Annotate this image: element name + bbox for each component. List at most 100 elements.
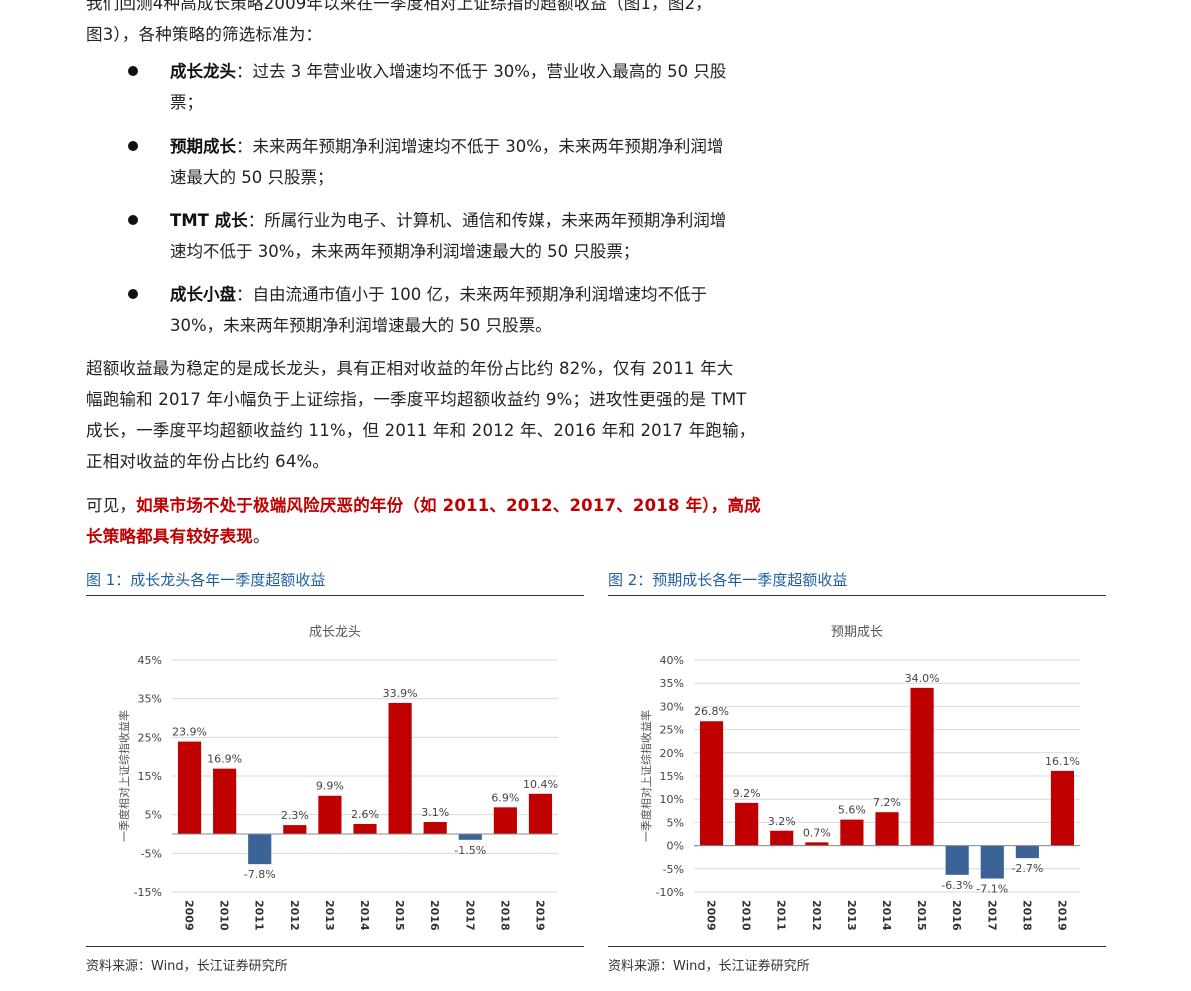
data-label: 16.9% <box>207 753 242 766</box>
analysis-line-2: 幅跑输和 2017 年小幅负于上证综指，一季度平均超额收益约 9%；进攻性更强的… <box>86 390 747 409</box>
data-label: 2.3% <box>281 809 309 822</box>
x-tick-label: 2017 <box>463 900 476 931</box>
x-tick-label: 2010 <box>740 900 753 931</box>
data-label: 5.6% <box>838 804 866 817</box>
bar <box>910 687 934 846</box>
data-label: 3.1% <box>421 806 449 819</box>
x-tick-label: 2013 <box>845 900 858 931</box>
y-tick-label: -5% <box>663 863 684 876</box>
figure-1-bottom-rule <box>86 946 584 947</box>
x-tick-label: 2019 <box>1055 900 1068 931</box>
y-tick-label: 40% <box>660 654 684 667</box>
bar <box>875 812 899 846</box>
x-tick-label: 2015 <box>915 900 928 931</box>
bullet-text: ：过去 3 年营业收入增速均不低于 30%，营业收入最高的 50 只股 <box>236 62 727 81</box>
intro-paragraph: 我们回测4种高成长策略2009年以来在一季度相对上证综指的超额收益（图1，图2，… <box>86 0 766 50</box>
y-axis-label: 一季度相对上证综指收益率 <box>117 710 131 842</box>
bar <box>248 834 272 865</box>
data-label: -2.7% <box>1011 862 1043 875</box>
bar <box>388 702 412 834</box>
bullet-item: TMT 成长：所属行业为电子、计算机、通信和传媒，未来两年预期净利润增 速均不低… <box>128 205 768 267</box>
figure-2-bottom-rule <box>608 946 1106 947</box>
bullet-item: 成长龙头：过去 3 年营业收入增速均不低于 30%，营业收入最高的 50 只股 … <box>128 56 768 118</box>
conclusion-prefix: 可见， <box>86 496 137 515</box>
y-tick-label: 10% <box>660 793 684 806</box>
bar <box>1015 845 1039 859</box>
x-tick-label: 2012 <box>288 900 301 931</box>
intro-line-2: 图3），各种策略的筛选标准为： <box>86 25 323 44</box>
data-label: 9.9% <box>316 780 344 793</box>
bullet-name: 预期成长 <box>170 137 236 156</box>
bar <box>735 802 759 846</box>
figure-1-source: 资料来源：Wind，长江证券研究所 <box>86 959 288 974</box>
x-tick-label: 2018 <box>1020 900 1033 931</box>
bar <box>840 819 864 846</box>
figure-2-top-rule <box>608 595 1106 596</box>
intro-line-1: 我们回测4种高成长策略2009年以来在一季度相对上证综指的超额收益（图1，图2， <box>86 0 712 13</box>
y-tick-label: 5% <box>145 809 162 822</box>
bullet-text-2: 速最大的 50 只股票； <box>170 168 334 187</box>
analysis-paragraph: 超额收益最为稳定的是成长龙头，具有正相对收益的年份占比约 82%，仅有 2011… <box>86 353 766 477</box>
analysis-line-4: 正相对收益的年份占比约 64%。 <box>86 452 330 471</box>
bullet-text-2: 票； <box>170 93 203 112</box>
x-tick-label: 2013 <box>323 900 336 931</box>
bar <box>528 793 553 834</box>
conclusion-paragraph: 可见，如果市场不处于极端风险厌恶的年份（如 2011、2012、2017、201… <box>86 490 766 552</box>
conclusion-suffix: 。 <box>253 527 270 546</box>
chart-expected-growth: 预期成长 -10% -5% 0% 5% 10% 15% 20% 25% 30% 35% 40% 一季度相… <box>639 625 1080 931</box>
x-tick-label: 2018 <box>498 900 511 931</box>
x-tick-label: 2016 <box>950 900 963 931</box>
bar <box>423 822 447 834</box>
y-tick-label: 35% <box>138 693 162 706</box>
figure-1-top-rule <box>86 595 584 596</box>
bar <box>945 845 969 875</box>
data-label: 9.2% <box>733 787 761 800</box>
data-label: 2.6% <box>351 808 379 821</box>
bullet-dot-icon <box>128 141 138 151</box>
x-tick-label: 2011 <box>253 900 266 931</box>
y-tick-label: 30% <box>660 700 684 713</box>
bullet-text: ：所属行业为电子、计算机、通信和传媒，未来两年预期净利润增 <box>247 211 727 230</box>
bullet-name: 成长小盘 <box>170 285 236 304</box>
data-label: 23.9% <box>172 726 207 739</box>
bullet-text: ：未来两年预期净利润增速均不低于 30%，未来两年预期净利润增 <box>236 137 724 156</box>
bullet-text: ：自由流通市值小于 100 亿，未来两年预期净利润增速均不低于 <box>236 285 707 304</box>
y-tick-label: 15% <box>660 770 684 783</box>
bullet-text-2: 30%，未来两年预期净利润增速最大的 50 只股票。 <box>170 316 552 335</box>
bar <box>1050 770 1075 846</box>
y-tick-label: 25% <box>660 724 684 737</box>
data-label: -7.1% <box>976 883 1008 896</box>
bullet-text-2: 速均不低于 30%，未来两年预期净利润增速最大的 50 只股票； <box>170 242 640 261</box>
bar <box>318 795 342 834</box>
bar <box>177 741 202 834</box>
y-tick-label: 25% <box>138 731 162 744</box>
figure-2-caption: 图 2：预期成长各年一季度超额收益 <box>608 571 848 589</box>
analysis-line-1: 超额收益最为稳定的是成长龙头，具有正相对收益的年份占比约 82%，仅有 2011… <box>86 359 734 378</box>
bullet-dot-icon <box>128 66 138 76</box>
bar <box>805 842 829 846</box>
bullet-dot-icon <box>128 215 138 225</box>
data-label: -7.8% <box>244 868 276 881</box>
x-tick-label: 2011 <box>775 900 788 931</box>
y-tick-label: 15% <box>138 770 162 783</box>
x-tick-label: 2009 <box>705 900 718 931</box>
bar <box>493 807 517 834</box>
data-label: 16.1% <box>1045 755 1080 768</box>
bullet-name: 成长龙头 <box>170 62 236 81</box>
x-tick-label: 2014 <box>358 900 371 931</box>
x-tick-label: 2016 <box>428 900 441 931</box>
data-label: 7.2% <box>873 796 901 809</box>
bar <box>353 823 377 834</box>
data-label: 0.7% <box>803 826 831 839</box>
bullet-name: TMT 成长 <box>170 211 248 230</box>
y-tick-label: 35% <box>660 677 684 690</box>
data-label: -1.5% <box>454 844 486 857</box>
bar <box>980 845 1004 879</box>
y-axis-label: 一季度相对上证综指收益率 <box>639 710 653 842</box>
conclusion-highlight-2: 长策略都具有较好表现 <box>86 527 253 546</box>
y-tick-label: 45% <box>138 654 162 667</box>
x-tick-label: 2012 <box>810 900 823 931</box>
chart-title: 预期成长 <box>831 625 883 640</box>
bullet-item: 预期成长：未来两年预期净利润增速均不低于 30%，未来两年预期净利润增 速最大的… <box>128 131 768 193</box>
data-label: 34.0% <box>905 672 940 685</box>
